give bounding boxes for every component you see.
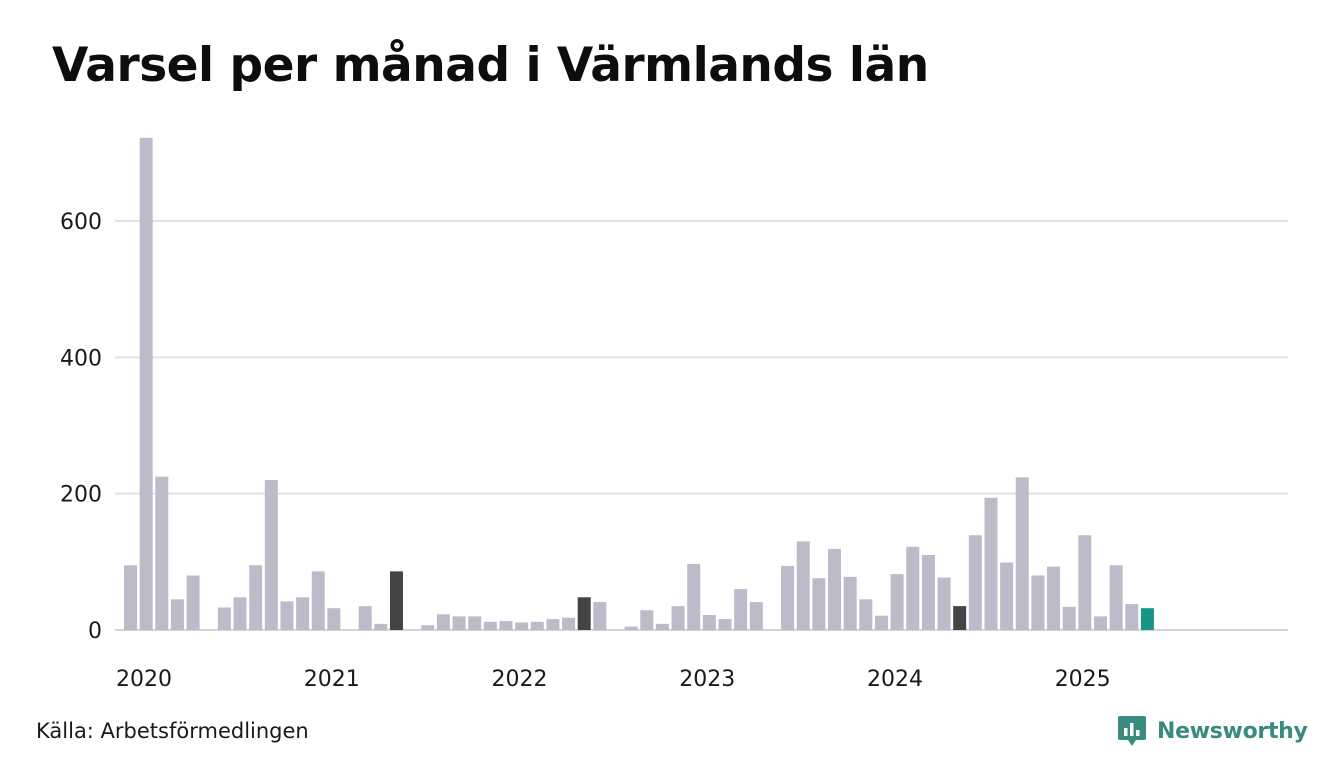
bar-2024-10[interactable] bbox=[1015, 477, 1029, 630]
y-tick-label: 200 bbox=[60, 483, 102, 508]
newsworthy-logo-icon bbox=[1118, 716, 1146, 746]
x-tick-label: 2023 bbox=[679, 667, 735, 692]
bar-2023-11[interactable] bbox=[843, 576, 857, 630]
bar-2020-08[interactable] bbox=[233, 597, 247, 630]
bar-2020-04[interactable] bbox=[170, 599, 184, 630]
chart-title: Varsel per månad i Värmlands län bbox=[52, 38, 929, 93]
bar-2025-06[interactable] bbox=[1140, 608, 1154, 630]
y-tick-label: 400 bbox=[60, 346, 102, 371]
bar-2021-01[interactable] bbox=[311, 571, 325, 630]
bars bbox=[124, 137, 1154, 631]
gridlines bbox=[115, 220, 1288, 631]
bar-2020-07[interactable] bbox=[217, 607, 231, 631]
bar-2024-08[interactable] bbox=[984, 497, 998, 630]
x-tick-label: 2024 bbox=[867, 667, 923, 692]
x-tick-label: 2020 bbox=[116, 667, 172, 692]
bar-2022-06[interactable] bbox=[577, 597, 591, 630]
bar-2023-01[interactable] bbox=[687, 563, 701, 630]
bar-2022-07[interactable] bbox=[593, 602, 607, 630]
bar-2021-12[interactable] bbox=[483, 621, 497, 630]
bar-2022-11[interactable] bbox=[655, 623, 669, 630]
bar-2020-05[interactable] bbox=[186, 575, 200, 630]
bar-2022-09[interactable] bbox=[624, 626, 638, 630]
bar-2022-12[interactable] bbox=[671, 606, 685, 630]
bar-2023-03[interactable] bbox=[718, 619, 732, 630]
brand-logo[interactable]: Newsworthy bbox=[1117, 714, 1308, 748]
bar-2023-12[interactable] bbox=[859, 599, 873, 630]
bar-2024-05[interactable] bbox=[937, 577, 951, 630]
bar-2023-02[interactable] bbox=[702, 615, 716, 630]
bar-2024-03[interactable] bbox=[906, 546, 920, 630]
bar-2024-07[interactable] bbox=[968, 535, 982, 630]
brand-name: Newsworthy bbox=[1157, 718, 1308, 744]
bar-2024-04[interactable] bbox=[921, 555, 935, 630]
bar-2021-05[interactable] bbox=[374, 623, 388, 630]
bar-2022-03[interactable] bbox=[530, 621, 544, 630]
bar-2025-05[interactable] bbox=[1125, 604, 1139, 630]
bar-2023-07[interactable] bbox=[781, 565, 795, 630]
y-tick-label: 600 bbox=[60, 210, 102, 235]
bar-2025-04[interactable] bbox=[1109, 565, 1123, 630]
bar-2022-05[interactable] bbox=[562, 617, 576, 630]
source-note: Källa: Arbetsförmedlingen bbox=[36, 719, 309, 743]
bar-2022-01[interactable] bbox=[499, 621, 513, 630]
y-tick-label: 0 bbox=[88, 619, 102, 644]
bar-2024-12[interactable] bbox=[1047, 566, 1061, 630]
bar-2022-04[interactable] bbox=[546, 619, 560, 630]
bar-2025-02[interactable] bbox=[1078, 535, 1092, 630]
bar-2020-09[interactable] bbox=[249, 565, 263, 630]
y-axis-ticks: 0 200 400 600 bbox=[60, 210, 102, 644]
bar-2023-05[interactable] bbox=[749, 602, 763, 630]
bar-2024-11[interactable] bbox=[1031, 575, 1045, 630]
x-tick-label: 2021 bbox=[304, 667, 360, 692]
bar-2020-02[interactable] bbox=[139, 137, 153, 630]
bar-2025-03[interactable] bbox=[1093, 616, 1107, 630]
bar-2020-12[interactable] bbox=[296, 597, 310, 630]
x-tick-label: 2022 bbox=[491, 667, 547, 692]
bar-2021-06[interactable] bbox=[389, 571, 403, 630]
bar-2020-01[interactable] bbox=[124, 565, 137, 630]
bar-2023-04[interactable] bbox=[734, 589, 748, 630]
bar-2024-02[interactable] bbox=[890, 574, 904, 630]
bar-2020-03[interactable] bbox=[155, 476, 169, 631]
bar-2021-02[interactable] bbox=[327, 608, 341, 630]
bar-2023-10[interactable] bbox=[828, 548, 842, 630]
x-tick-label: 2025 bbox=[1055, 667, 1111, 692]
bar-2023-08[interactable] bbox=[796, 541, 810, 630]
bar-2020-10[interactable] bbox=[264, 480, 278, 630]
bar-2024-09[interactable] bbox=[1000, 562, 1014, 630]
bar-2020-11[interactable] bbox=[280, 601, 294, 630]
bar-2022-02[interactable] bbox=[515, 622, 529, 631]
bar-2025-01[interactable] bbox=[1062, 606, 1076, 630]
bar-2024-01[interactable] bbox=[874, 615, 888, 630]
bar-2021-04[interactable] bbox=[358, 606, 372, 630]
x-axis-ticks: 2020 2021 2022 2023 2024 2025 bbox=[116, 667, 1111, 692]
bar-2021-08[interactable] bbox=[421, 625, 435, 630]
bar-2021-11[interactable] bbox=[468, 616, 482, 630]
bar-2022-10[interactable] bbox=[640, 610, 654, 630]
bar-2021-10[interactable] bbox=[452, 616, 466, 630]
bar-2023-09[interactable] bbox=[812, 578, 826, 630]
bar-2024-06[interactable] bbox=[953, 606, 967, 630]
bar-2021-09[interactable] bbox=[436, 614, 450, 630]
